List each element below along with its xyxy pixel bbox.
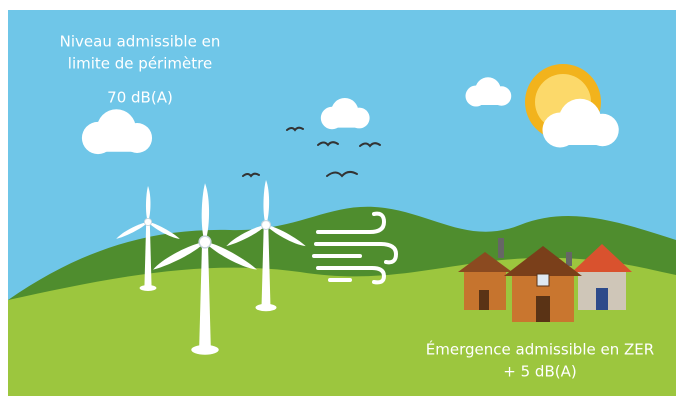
top-note-line: Niveau admissible en bbox=[60, 33, 221, 51]
birds bbox=[242, 126, 381, 178]
houses bbox=[458, 238, 632, 322]
front-hill bbox=[8, 257, 676, 396]
bottom-note-line: Émergence admissible en ZER bbox=[426, 340, 654, 359]
top-note-line: limite de périmètre bbox=[68, 55, 212, 73]
bottom-note-line: + 5 dB(A) bbox=[503, 363, 576, 381]
wind-gust bbox=[312, 211, 399, 285]
top-note-line: 70 dB(A) bbox=[107, 89, 173, 107]
